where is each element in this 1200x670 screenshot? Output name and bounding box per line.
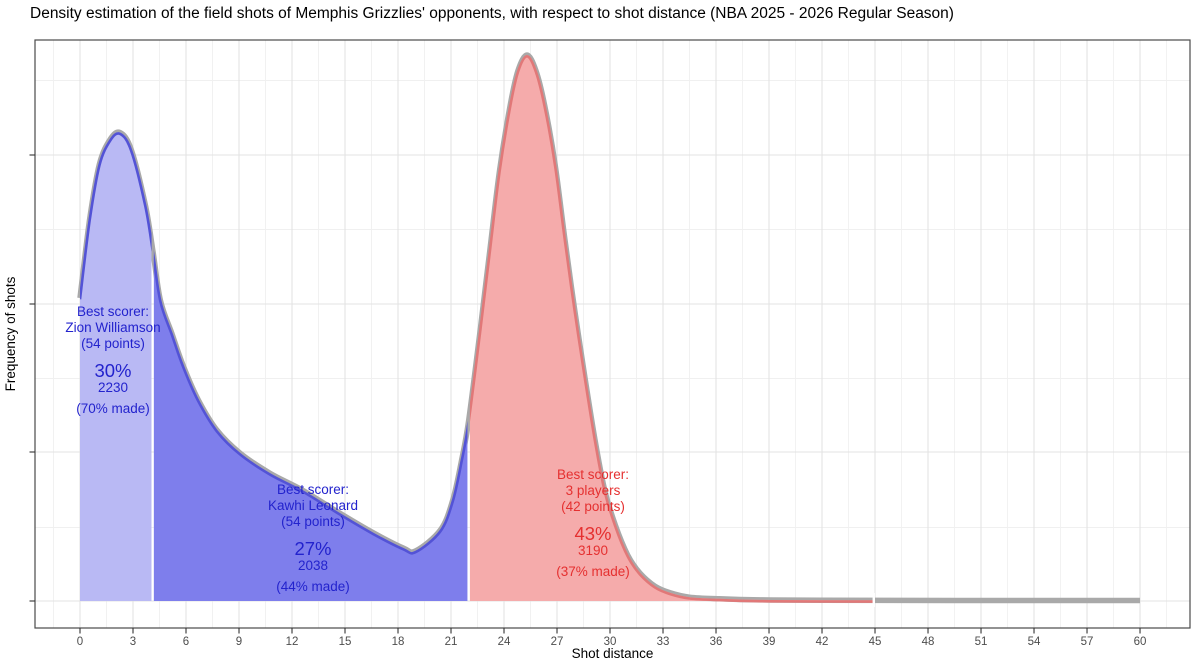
annotation-heading-line: Kawhi Leonard xyxy=(268,498,358,513)
annotation-zone-0-4: Best scorer:Zion Williamson(54 points) 30… xyxy=(65,304,160,416)
x-axis-title: Shot distance xyxy=(572,646,654,661)
x-tick-label: 27 xyxy=(551,636,564,648)
annotation-made: (37% made) xyxy=(556,564,630,579)
annotation-heading-line: (54 points) xyxy=(81,336,145,351)
x-tick-label: 15 xyxy=(339,636,352,648)
x-tick-label: 0 xyxy=(77,636,83,648)
annotation-heading-line: (54 points) xyxy=(281,514,345,529)
annotation-heading-line: (42 points) xyxy=(561,499,625,514)
region-fill-zone-22-45 xyxy=(469,55,874,601)
x-tick-labels: 0 3 6 9 12 15 18 21 24 27 30 33 36 39 42 45 48 51 54 57 60 xyxy=(77,636,1147,648)
x-tick-label: 33 xyxy=(657,636,670,648)
x-tick-label: 48 xyxy=(922,636,935,648)
x-tick-label: 24 xyxy=(498,636,511,648)
axis-ticks xyxy=(29,154,1141,634)
region-stroke-zone-22-45 xyxy=(469,54,874,603)
x-tick-label: 42 xyxy=(816,636,829,648)
annotation-zone-22-45: Best scorer:3 players(42 points) 43%3190 (… xyxy=(556,467,630,579)
region-stroke-zone-4-22 xyxy=(153,249,468,555)
x-tick-label: 57 xyxy=(1081,636,1094,648)
region-fill-zone-0-4 xyxy=(80,132,152,601)
annotation-share: 30% xyxy=(94,360,131,381)
x-tick-label: 36 xyxy=(710,636,723,648)
x-tick-label: 54 xyxy=(1028,636,1041,648)
annotation-made: (44% made) xyxy=(276,579,350,594)
annotation-heading-line: Best scorer: xyxy=(557,467,629,482)
region-boundary-gap xyxy=(872,593,875,607)
region-fill-zone-4-22 xyxy=(153,257,468,601)
annotation-count: 2038 xyxy=(298,558,328,573)
x-tick-label: 21 xyxy=(445,636,458,648)
x-tick-label: 3 xyxy=(130,636,136,648)
annotation-zone-4-22: Best scorer:Kawhi Leonard(54 points) 27%2… xyxy=(268,482,358,594)
annotation-count: 3190 xyxy=(578,543,608,558)
y-axis-title: Frequency of shots xyxy=(3,276,18,391)
annotation-share: 27% xyxy=(294,538,331,559)
annotation-made: (70% made) xyxy=(76,401,150,416)
x-tick-label: 9 xyxy=(236,636,242,648)
annotation-share: 43% xyxy=(574,523,611,544)
chart-title: Density estimation of the field shots of… xyxy=(30,5,954,22)
x-tick-label: 18 xyxy=(392,636,405,648)
annotation-heading-line: Zion Williamson xyxy=(65,320,160,335)
annotation-count: 2230 xyxy=(98,380,128,395)
x-tick-label: 45 xyxy=(869,636,882,648)
x-tick-label: 30 xyxy=(604,636,617,648)
x-tick-label: 39 xyxy=(763,636,776,648)
annotation-heading-line: Best scorer: xyxy=(77,304,149,319)
x-tick-label: 12 xyxy=(286,636,299,648)
x-tick-label: 51 xyxy=(975,636,988,648)
x-tick-label: 60 xyxy=(1134,636,1147,648)
x-tick-label: 6 xyxy=(183,636,189,648)
annotation-heading-line: 3 players xyxy=(566,483,621,498)
panel-border xyxy=(34,39,1191,629)
annotation-heading-line: Best scorer: xyxy=(277,482,349,497)
